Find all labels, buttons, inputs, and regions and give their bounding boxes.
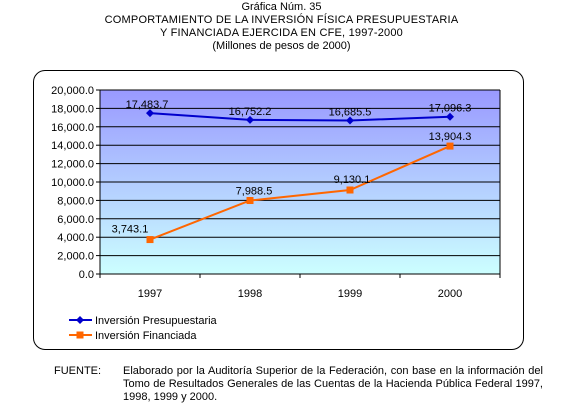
chart-number: Gráfica Núm. 35	[241, 1, 322, 13]
y-tick-label: 6,000.0	[57, 214, 94, 226]
data-point-square	[446, 142, 454, 150]
series-line	[149, 145, 451, 241]
y-tick-label: 12,000.0	[51, 159, 94, 171]
chart-title-line2: Y FINANCIADA EJERCIDA EN CFE, 1997-2000	[160, 27, 403, 39]
legend-marker-square	[76, 331, 84, 339]
x-tick-label: 1998	[238, 288, 262, 300]
y-tick-label: 18,000.0	[51, 103, 94, 115]
data-label: 16,752.2	[229, 106, 272, 118]
y-tick-label: 14,000.0	[51, 140, 94, 152]
data-label: 16,685.5	[329, 106, 372, 118]
data-label: 3,743.1	[112, 224, 149, 236]
series-line	[149, 112, 451, 122]
data-point-square	[146, 236, 154, 244]
y-tick-label: 4,000.0	[57, 232, 94, 244]
data-label: 9,130.1	[334, 174, 371, 186]
x-tick-label: 1997	[138, 288, 162, 300]
legend-marker-diamond	[76, 316, 84, 324]
legend-label: Inversión Financiada	[95, 330, 197, 342]
chart-subtitle: (Millones de pesos de 2000)	[212, 40, 351, 52]
chart-title-line1: COMPORTAMIENTO DE LA INVERSIÓN FÍSICA PR…	[104, 14, 459, 26]
x-tick-label: 1999	[338, 288, 362, 300]
y-tick-label: 16,000.0	[51, 122, 94, 134]
source-label: FUENTE:	[54, 365, 102, 377]
data-point-diamond	[346, 116, 354, 125]
y-tick-label: 10,000.0	[51, 177, 94, 189]
data-point-square	[346, 186, 354, 194]
data-label: 17,096.3	[429, 103, 472, 115]
y-tick-label: 20,000.0	[51, 85, 94, 97]
source-text: Elaborado por la Auditoría Superior de l…	[123, 365, 543, 403]
data-point-diamond	[246, 115, 254, 124]
data-label: 7,988.5	[236, 186, 273, 198]
x-tick-label: 2000	[438, 288, 462, 300]
data-point-diamond	[446, 112, 454, 121]
y-tick-label: 2,000.0	[57, 251, 94, 263]
y-tick-label: 0.0	[79, 269, 94, 281]
data-point-diamond	[146, 109, 154, 118]
data-point-square	[246, 197, 254, 205]
data-label: 13,904.3	[429, 131, 472, 143]
chart-frame	[33, 70, 524, 350]
y-tick-label: 8,000.0	[57, 195, 94, 207]
legend-label: Inversión Presupuestaria	[95, 315, 218, 327]
data-label: 17,483.7	[126, 99, 169, 111]
